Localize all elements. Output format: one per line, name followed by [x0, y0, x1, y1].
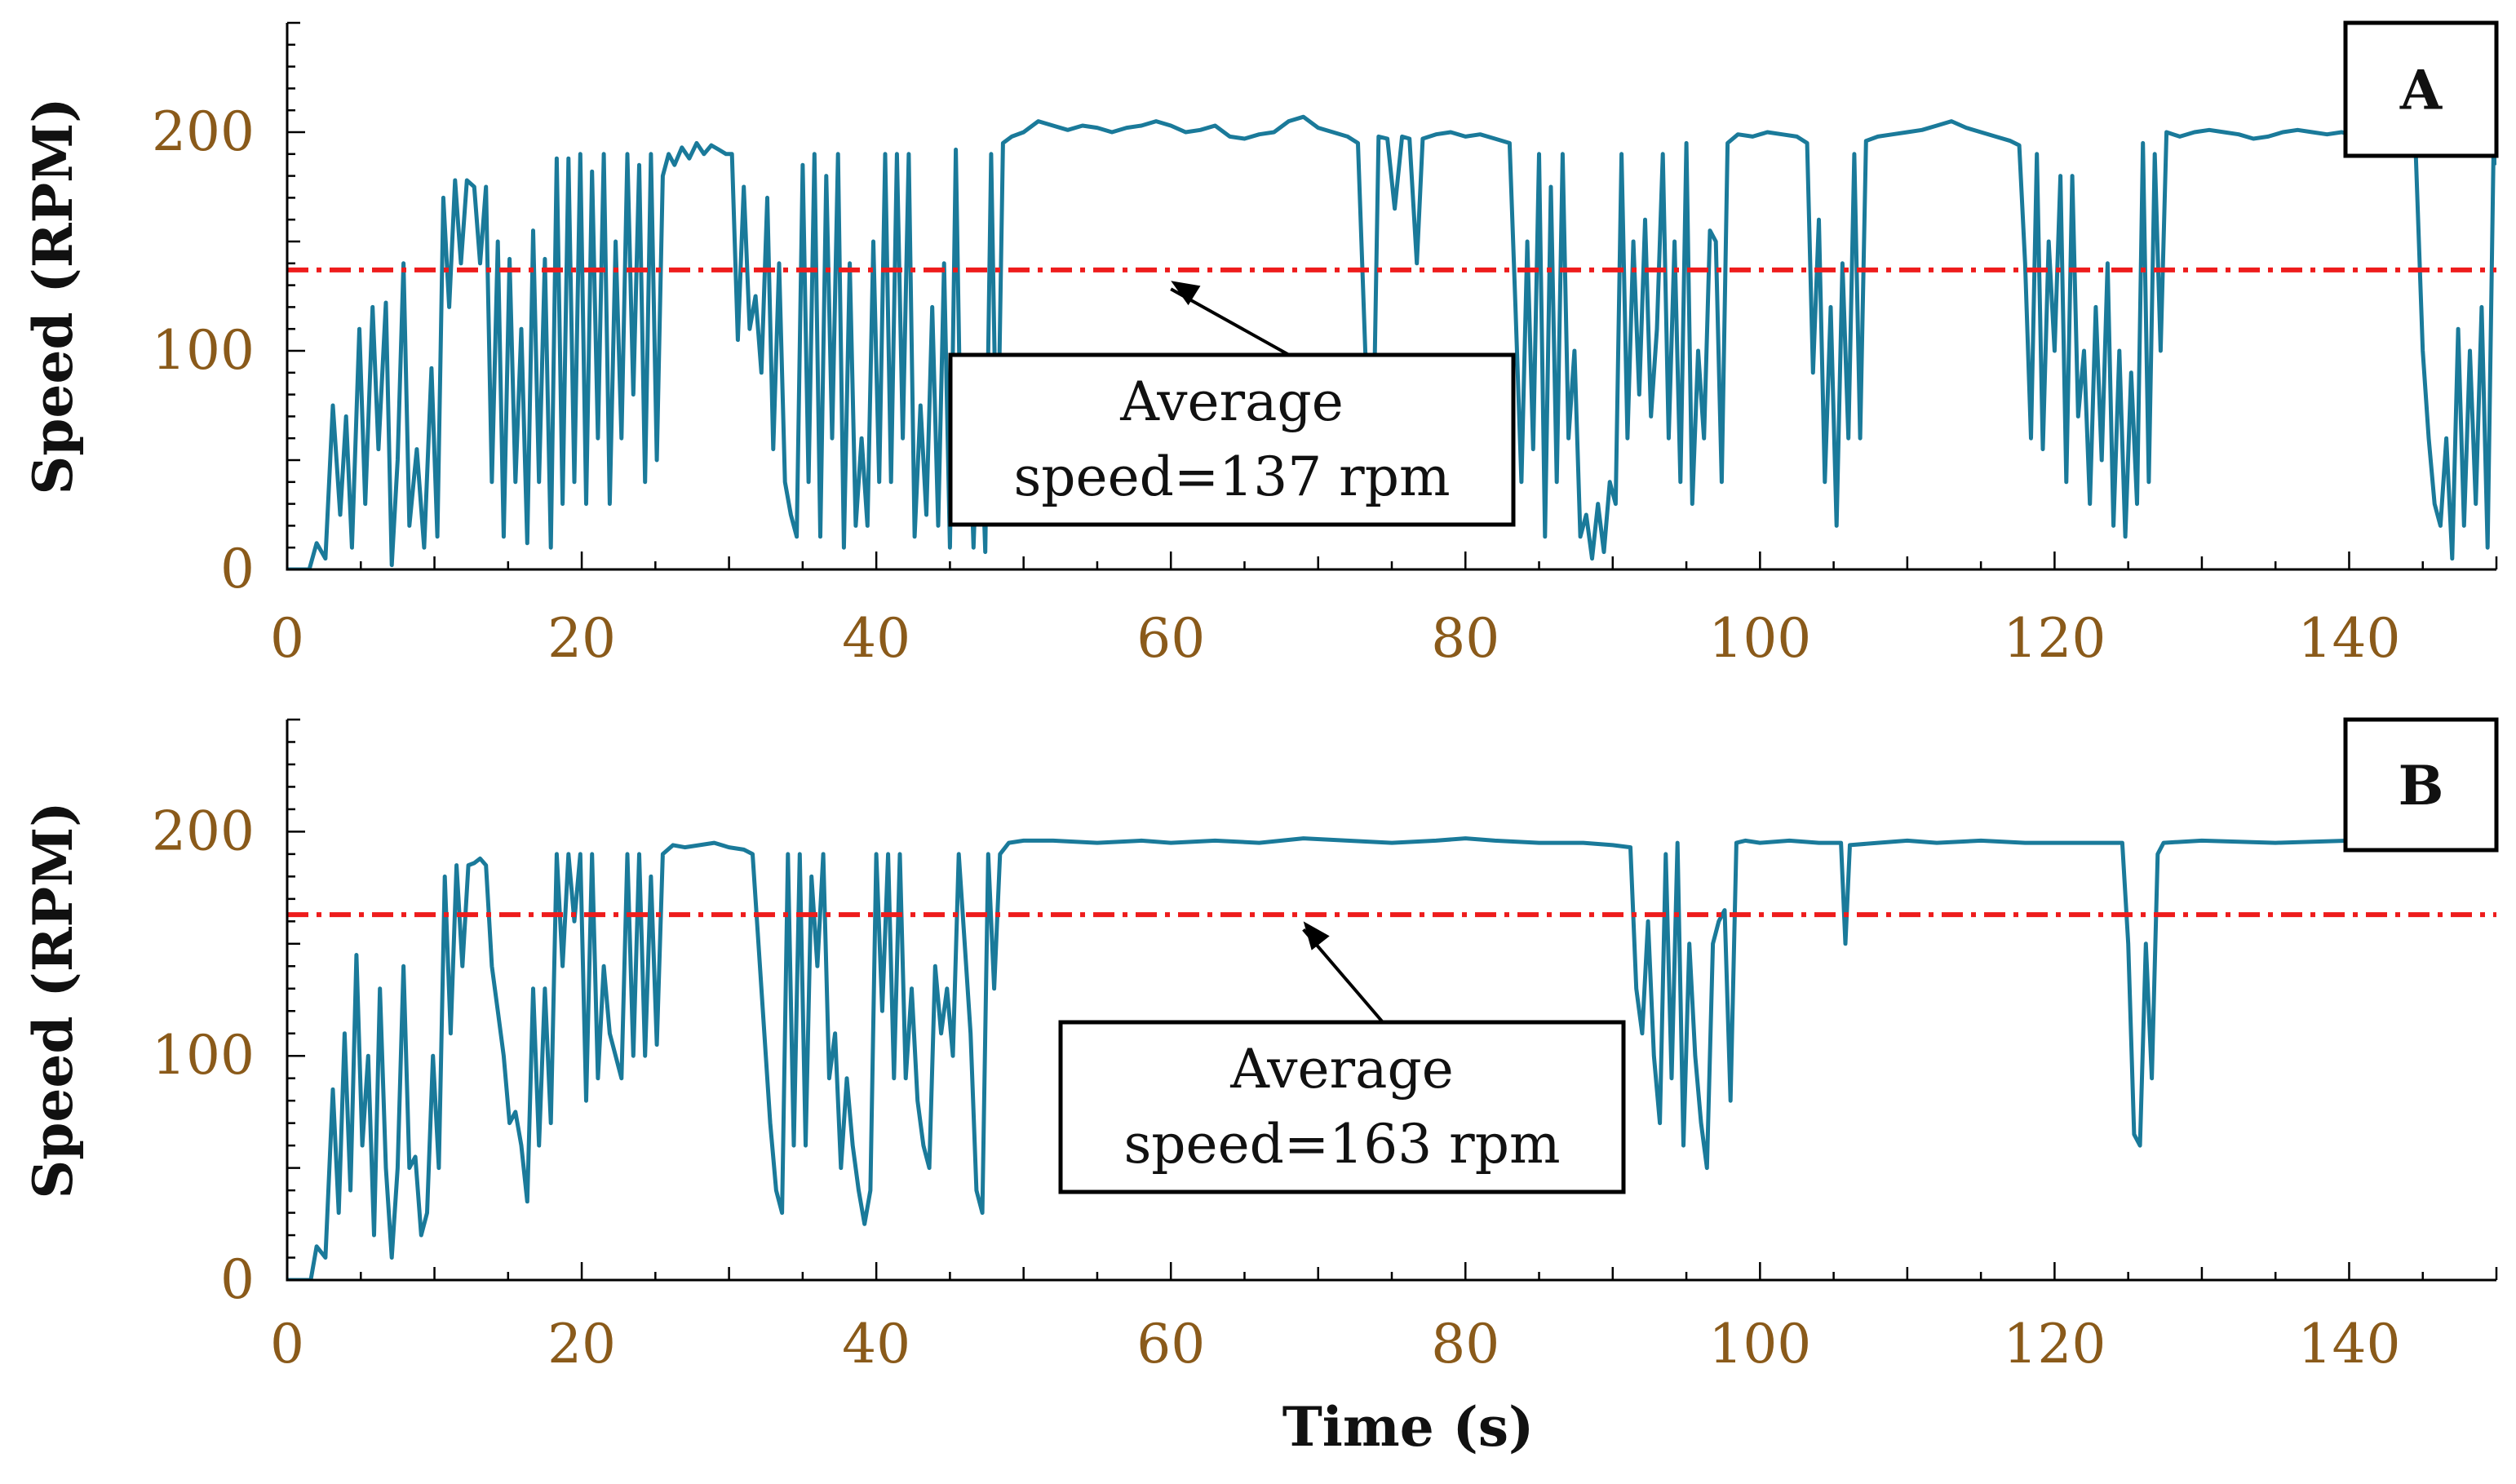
y-axis-title: Speed (RPM) [21, 802, 85, 1199]
axes [286, 720, 2496, 1282]
y-tick-label: 0 [220, 1248, 255, 1311]
x-tick-label: 120 [2003, 607, 2106, 670]
panel-label: A [2399, 59, 2443, 122]
panel-a: 0 20 40 60 80 100 120 140 0 100 200 Speed (RPM) A Ave… [21, 20, 2499, 670]
x-tick-label: 20 [547, 607, 616, 670]
average-annotation-line1: Average [1229, 1038, 1454, 1101]
y-tick-label: 0 [220, 538, 255, 600]
x-tick-label: 100 [1708, 1313, 1811, 1375]
speed-series-line [287, 836, 2496, 1280]
speed-series-line [287, 114, 2496, 569]
y-axis-title: Speed (RPM) [21, 98, 85, 495]
panel-label: B [2399, 754, 2444, 817]
arrowhead [1303, 921, 1330, 950]
x-tick-label: 80 [1431, 607, 1499, 670]
x-tick-label: 100 [1708, 607, 1811, 670]
panel-label-box [2343, 717, 2499, 853]
average-annotation-box [1058, 1020, 1626, 1194]
x-tick-label: 60 [1136, 607, 1205, 670]
panel-label-box [2343, 20, 2499, 158]
x-tick-label: 120 [2003, 1313, 2106, 1375]
average-annotation-line2: speed=137 rpm [1013, 445, 1450, 508]
average-annotation-line2: speed=163 rpm [1123, 1113, 1560, 1176]
x-tick-label: 0 [270, 607, 304, 670]
x-tick-label: 140 [2297, 1313, 2400, 1375]
x-tick-label: 20 [547, 1313, 616, 1375]
x-tick-label: 80 [1431, 1313, 1499, 1375]
x-axis-title: Time (s) [1282, 1395, 1535, 1459]
x-tick-label: 40 [842, 1313, 910, 1375]
arrowhead [1171, 281, 1201, 306]
panel-b: 0 20 40 60 80 100 120 140 0 100 200 Speed (RPM) Time… [21, 717, 2499, 1459]
x-tick-label: 0 [270, 1313, 304, 1375]
y-tick-label: 200 [152, 100, 255, 163]
average-annotation-line1: Average [1119, 370, 1344, 433]
y-tick-label: 100 [152, 1024, 255, 1087]
average-annotation-box [948, 352, 1516, 527]
x-tick-label: 60 [1136, 1313, 1205, 1375]
y-tick-label: 100 [152, 319, 255, 382]
x-tick-label: 40 [842, 607, 910, 670]
x-tick-label: 140 [2297, 607, 2400, 670]
y-tick-label: 200 [152, 800, 255, 862]
